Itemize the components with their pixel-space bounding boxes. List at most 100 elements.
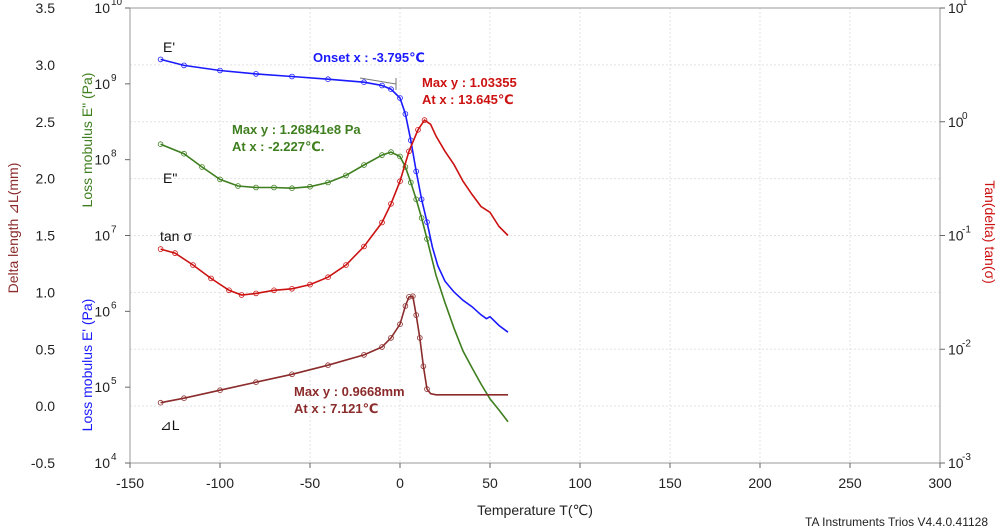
delta-length-tick-label: 2.5 <box>36 114 56 130</box>
left-outer-axis-ticks: -0.5 0.0 0.5 1.0 1.5 2.0 2.5 3.0 3.5 <box>31 0 55 471</box>
footer-credit: TA Instruments Trios V4.4.0.41128 <box>805 515 988 529</box>
storage-modulus-point <box>402 111 409 117</box>
tan-delta-point <box>397 178 403 185</box>
tan-max-y-annotation: Max y : 1.03355 <box>422 75 517 90</box>
loss-modulus-point <box>157 141 164 148</box>
tan-delta-point <box>325 274 331 281</box>
loss-modulus-line <box>160 143 509 423</box>
tan-delta-point <box>361 243 367 250</box>
delta-length-point <box>289 371 295 378</box>
curve-label-tan: tan σ <box>160 228 192 244</box>
delta-length-tick-label: 3.5 <box>36 0 56 16</box>
modulus-tick-label: 10 <box>94 303 110 319</box>
x-tick-label: 200 <box>748 475 772 491</box>
onset-tangent-line <box>359 77 397 85</box>
delta-length-point <box>325 362 331 369</box>
series-layer <box>157 56 509 423</box>
delta-length-point <box>413 312 420 318</box>
storage-modulus-point <box>397 95 403 101</box>
tan-tick-exponent: -3 <box>962 452 971 463</box>
tan-tick-exponent: -1 <box>962 225 971 236</box>
modulus-tick-label: 10 <box>94 76 110 92</box>
tan-delta-point <box>415 127 421 133</box>
delta-length-point <box>157 399 164 406</box>
modulus-tick-exponent: 6 <box>111 300 117 311</box>
tan-delta-point <box>253 290 259 297</box>
storage-modulus-point <box>418 196 425 203</box>
loss-modulus-point <box>235 183 241 189</box>
delta-length-point <box>361 352 367 358</box>
delta-length-point <box>379 344 385 350</box>
modulus-tick-exponent: 9 <box>111 73 117 84</box>
storage-modulus-point <box>253 71 259 77</box>
storage-modulus-point <box>181 62 187 69</box>
delta-length-point <box>406 294 412 300</box>
x-axis-label: Temperature T(℃) <box>477 502 593 518</box>
tan-delta-line <box>160 118 509 296</box>
modulus-tick-exponent: 5 <box>111 376 117 387</box>
loss-modulus-point <box>289 185 295 192</box>
tan-delta-point <box>289 285 295 292</box>
loss-modulus-point <box>181 150 187 157</box>
storage-modulus-line <box>160 58 509 333</box>
loss-modulus-point <box>271 184 277 191</box>
loss-modulus-point <box>325 179 331 186</box>
storage-modulus-point <box>361 79 367 85</box>
tan-delta-point <box>208 275 214 282</box>
tan-tick-exponent: 1 <box>962 0 968 8</box>
modulus-tick-label: 10 <box>94 455 110 471</box>
x-tick-label: 300 <box>928 475 952 491</box>
modulus-tick-exponent: 10 <box>111 0 123 8</box>
loss-modulus-point <box>307 183 313 190</box>
tan-delta-point <box>379 219 385 226</box>
modulus-tick-label: 10 <box>94 379 110 395</box>
left-outer-axis-label: Delta length ⊿L(mm) <box>5 163 21 294</box>
x-tick-label: 250 <box>838 475 862 491</box>
tan-delta-point <box>226 287 232 294</box>
tan-tick-exponent: 0 <box>962 111 968 122</box>
curve-label-loss: E" <box>163 170 177 186</box>
x-tick-label: -150 <box>116 475 144 491</box>
modulus-tick-exponent: 4 <box>111 452 117 463</box>
tan-max-x-annotation: At x : 13.645℃ <box>422 92 514 107</box>
loss-modulus-point <box>413 196 420 203</box>
delta-length-tick-label: 2.0 <box>36 171 56 187</box>
x-tick-label: 0 <box>396 475 404 491</box>
delta-length-point <box>416 335 423 341</box>
delta-length-point <box>388 335 394 341</box>
loss-modulus-point <box>199 164 205 170</box>
storage-modulus-point <box>157 56 164 63</box>
delta-length-tick-label: -0.5 <box>31 455 55 471</box>
loss-modulus-point <box>253 184 259 191</box>
tan-tick-label: 10 <box>948 228 964 244</box>
tan-delta-point <box>307 281 313 288</box>
x-tick-label: 150 <box>658 475 682 491</box>
delta-length-tick-label: 0.0 <box>36 398 56 414</box>
delta-length-tick-label: 1.0 <box>36 284 56 300</box>
loss-modulus-point <box>418 215 425 221</box>
tan-delta-point <box>271 287 277 294</box>
loss-modulus-point <box>343 172 349 179</box>
tan-delta-point <box>157 246 164 252</box>
storage-modulus-point <box>413 168 420 175</box>
tan-delta-point <box>406 148 412 155</box>
loss-max-x-annotation: At x : -2.227℃. <box>232 139 324 154</box>
loss-modulus-point <box>361 162 367 168</box>
delta-length-point <box>402 303 409 309</box>
loss-max-y-annotation: Max y : 1.26841e8 Pa <box>232 122 361 137</box>
loss-modulus-point <box>388 149 394 155</box>
delta-length-point <box>424 386 430 392</box>
storage-modulus-point <box>388 86 394 92</box>
loss-modulus-point <box>379 152 385 158</box>
tan-tick-label: 10 <box>948 114 964 130</box>
storage-modulus-axis-label: Loss mobulus E' (Pa) <box>79 299 95 432</box>
tan-tick-label: 10 <box>948 455 964 471</box>
x-tick-label: 100 <box>568 475 592 491</box>
storage-modulus-point <box>289 73 295 80</box>
delta-length-point <box>420 363 427 370</box>
tan-delta-point <box>388 201 394 207</box>
delta-length-max-y-annotation: Max y : 0.9668mm <box>294 384 405 399</box>
delta-length-point <box>217 387 223 394</box>
